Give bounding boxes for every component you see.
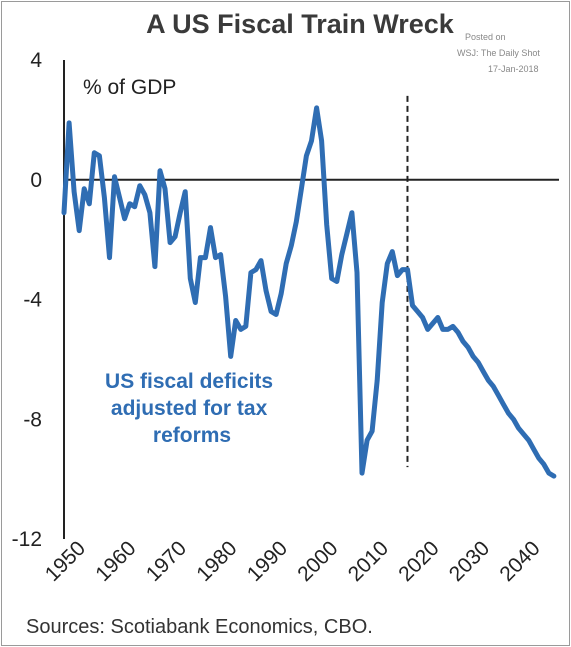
x-tick-label: 2040: [495, 537, 544, 586]
source-note: Sources: Scotiabank Economics, CBO.: [26, 616, 373, 638]
y-tick-label: -4: [23, 289, 42, 312]
x-tick-label: 1970: [142, 537, 191, 586]
y-tick-label: 4: [30, 49, 42, 72]
annotation-line-3: reforms: [153, 424, 231, 447]
x-tick-label: 2010: [344, 537, 393, 586]
y-tick-label: -8: [23, 408, 42, 431]
x-ticks: 1950 1960 1970 1980 1990 2000 2010 2020 2030 2040: [41, 537, 545, 586]
watermark: Posted on WSJ: The Daily Shot 17-Jan-201…: [457, 32, 540, 74]
watermark-line-2: WSJ: The Daily Shot: [457, 48, 540, 58]
y-axis-label: % of GDP: [83, 76, 176, 99]
chart-title: A US Fiscal Train Wreck: [146, 9, 455, 39]
deficit-series-line: [61, 105, 557, 479]
annotation-line-2: adjusted for tax: [111, 397, 268, 420]
annotation-line-1: US fiscal deficits: [105, 370, 273, 393]
annotation-text: US fiscal deficits adjusted for tax refo…: [105, 370, 279, 447]
x-tick-label: 2000: [293, 537, 342, 586]
y-ticks: 4 0 -4 -8 -12: [12, 49, 43, 551]
x-tick-label: 1990: [243, 537, 292, 586]
x-tick-label: 2020: [394, 537, 443, 586]
y-tick-label: 0: [30, 169, 42, 192]
watermark-line-1: Posted on: [465, 32, 506, 42]
series-group: [61, 105, 557, 479]
x-tick-label: 1980: [192, 537, 241, 586]
watermark-line-3: 17-Jan-2018: [488, 64, 539, 74]
y-tick-label: -12: [12, 528, 42, 551]
x-tick-label: 2030: [445, 537, 494, 586]
x-tick-label: 1960: [91, 537, 140, 586]
x-tick-label: 1950: [41, 537, 90, 586]
